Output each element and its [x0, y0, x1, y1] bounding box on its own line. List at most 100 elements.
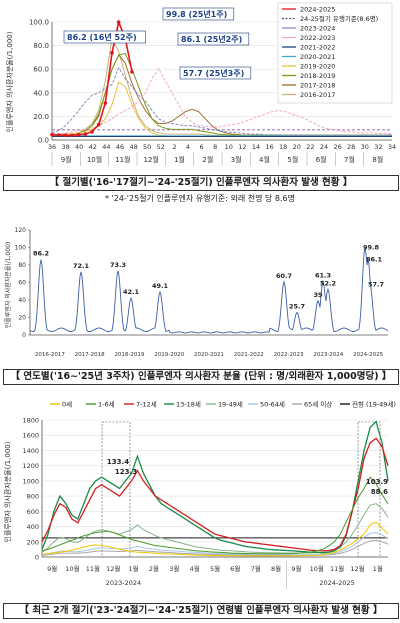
- chart1-month-tick: 6월: [316, 155, 327, 164]
- chart2-peak-label: 61.3: [315, 271, 331, 279]
- chart1-month-tick: 5월: [287, 155, 298, 164]
- chart1-legend-item: 24-25절기 유행기준(8.6명): [300, 14, 378, 23]
- chart2-ytick: 120: [15, 227, 27, 234]
- chart3-legend-item: 50-64세: [260, 400, 285, 409]
- chart1-annotation: 86.1 (25년2주): [181, 34, 242, 44]
- chart1-legend-item: 2020-2021: [300, 53, 335, 61]
- chart3-season-label: 2024-2025: [319, 579, 354, 587]
- chart1-series-point: [110, 50, 114, 55]
- chart3-series-line: [41, 420, 389, 554]
- chart3-legend-item: 65세 이상: [304, 400, 332, 409]
- chart1-annotation-box: [162, 7, 235, 21]
- chart3-annotation: 88.6: [371, 488, 388, 496]
- chart2-season-label: 2024-2025: [353, 352, 383, 358]
- chart1-week-tick: 10: [225, 143, 233, 151]
- chart1-series-point: [63, 133, 68, 138]
- chart1-annotation: 86.2 (16년 52주): [67, 32, 137, 42]
- chart2-peak-label: 86.1: [366, 256, 383, 264]
- chart1-legend-item: 2018-2019: [300, 72, 335, 80]
- chart1-month-tick: 7월: [344, 155, 355, 164]
- chart2-peak-label: 86.2: [33, 250, 49, 258]
- chart2-season-label: 2022-2023: [274, 352, 304, 358]
- chart1-week-tick: 30: [361, 143, 369, 151]
- chart1-annotation: 57.7 (25년3주): [183, 68, 244, 78]
- chart2-peak-label: 49.1: [152, 282, 169, 290]
- chart1-caption: 【 절기별('16-'17절기~'24-'25절기) 인플루엔자 의사환자 발생…: [3, 175, 399, 191]
- chart1-legend-item: 2021-2022: [300, 44, 335, 52]
- chart3-series-line: [41, 503, 389, 554]
- chart2-season-label: 2023-2024: [313, 352, 343, 358]
- chart1-ytick: 80.0: [33, 42, 49, 50]
- chart1-week-tick: 42: [89, 143, 97, 151]
- chart2-ytick: 80: [18, 262, 26, 269]
- chart1-week-tick: 34: [388, 143, 396, 151]
- chart1-note: * '24-'25절기 인플루엔자 유행기준: 외래 천명 당 8.6명: [105, 194, 295, 203]
- chart3-ytick: 1000: [22, 477, 39, 485]
- chart3-legend-item: 1-6세: [98, 400, 115, 409]
- chart1-legend-item: 2022-2023: [300, 34, 335, 42]
- chart3-season-label: 2023-2024: [106, 579, 141, 587]
- chart1-legend-item: 2017-2018: [300, 82, 335, 90]
- chart2-ylabel: 인플루엔자 의사환자분율(/1,000): [4, 242, 12, 329]
- chart3-month-tick: 12월: [350, 564, 364, 573]
- chart3-month-tick: 9월: [291, 564, 301, 573]
- chart3-month-tick: 9월: [47, 564, 57, 573]
- chart3-legend-item: 19-49세: [218, 400, 243, 409]
- chart1-ytick: 0.0: [38, 137, 49, 145]
- chart3-legend-item: 7-12세: [136, 400, 157, 409]
- chart1-week-tick: 4: [186, 143, 190, 151]
- chart1-series-point: [50, 132, 54, 137]
- chart2-peak-label: 99.8: [363, 244, 380, 252]
- chart3-month-tick: 8월: [271, 564, 281, 573]
- chart3-highlight-box: [101, 421, 131, 558]
- chart1-ylabel: 인플루엔자 의사환자분율(/1,000): [5, 31, 14, 132]
- chart2-peak-label: 73.3: [110, 261, 126, 269]
- chart1-annotation-box: [179, 66, 252, 80]
- chart3-panel: 인플루엔자 의사환자분율(/1,000) 0 200 400 600 800 1000 120…: [0, 392, 400, 623]
- chart2-season-label: 2017-2018: [75, 352, 105, 358]
- chart3-ytick: 1800: [22, 417, 39, 425]
- chart1-ytick: 20.0: [33, 113, 49, 121]
- chart3-month-tick: 11월: [330, 564, 344, 573]
- chart1-week-tick: 20: [293, 143, 301, 151]
- chart3-month-tick: 4월: [190, 564, 200, 573]
- chart1-ytick: 100.0: [29, 19, 49, 27]
- chart1-week-tick: 44: [102, 143, 110, 151]
- chart1-month-tick: 1월: [174, 155, 185, 164]
- chart3-ytick: 400: [27, 523, 39, 531]
- chart2-peak-label: 42.1: [123, 288, 140, 296]
- chart1-week-tick: 50: [143, 143, 151, 151]
- chart1-series-point: [96, 122, 101, 127]
- chart1-series-line: [51, 66, 392, 136]
- chart3-month-tick: 10월: [310, 564, 324, 573]
- chart2-season-label: 2019-2020: [154, 352, 184, 358]
- chart1-legend-item: 2016-2017: [300, 91, 335, 99]
- chart3-month-tick: 10월: [65, 564, 79, 573]
- chart3-month-tick: 7월: [251, 564, 261, 573]
- chart3-month-tick: 11월: [86, 564, 100, 573]
- chart1-week-tick: 28: [347, 143, 355, 151]
- chart1-panel: 인플루엔자 의사환자분율(/1,000) 0.0 20.0 40.0 60.0 80.0 1…: [0, 0, 400, 210]
- chart2-season-label: 2021-2022: [234, 352, 264, 358]
- chart3-annotation: 103.9: [366, 478, 388, 486]
- chart1-week-tick: 38: [61, 143, 69, 151]
- chart3-month-tick: 12월: [106, 564, 120, 573]
- chart2-peak-label: 52.2: [320, 279, 336, 287]
- chart3-month-tick: 6월: [230, 564, 240, 573]
- chart2-panel: 인플루엔자 의사환자분율(/1,000) 0 20 40 60 80 100 120 2016-…: [0, 210, 400, 390]
- chart1-series-point: [130, 70, 134, 74]
- chart1-month-tick: 11월: [115, 155, 130, 164]
- chart1-series-point: [56, 133, 61, 137]
- chart3-month-tick: 5월: [210, 564, 220, 573]
- chart2-ytick: 20: [18, 315, 26, 322]
- chart1-ytick: 60.0: [33, 66, 49, 74]
- chart1-series-point: [70, 133, 74, 138]
- chart2-ytick: 0: [22, 332, 26, 339]
- chart3-ytick: 600: [27, 508, 39, 516]
- chart2-svg: 인플루엔자 의사환자분율(/1,000) 0 20 40 60 80 100 120 2016-…: [4, 227, 389, 358]
- chart3-series-line: [41, 437, 389, 552]
- chart3-legend-item: 전형 (19-49세): [352, 400, 396, 409]
- chart1-month-tick: 4월: [259, 155, 270, 164]
- chart1-series-point: [76, 132, 81, 137]
- chart2-season-label: 2016-2017: [35, 352, 65, 358]
